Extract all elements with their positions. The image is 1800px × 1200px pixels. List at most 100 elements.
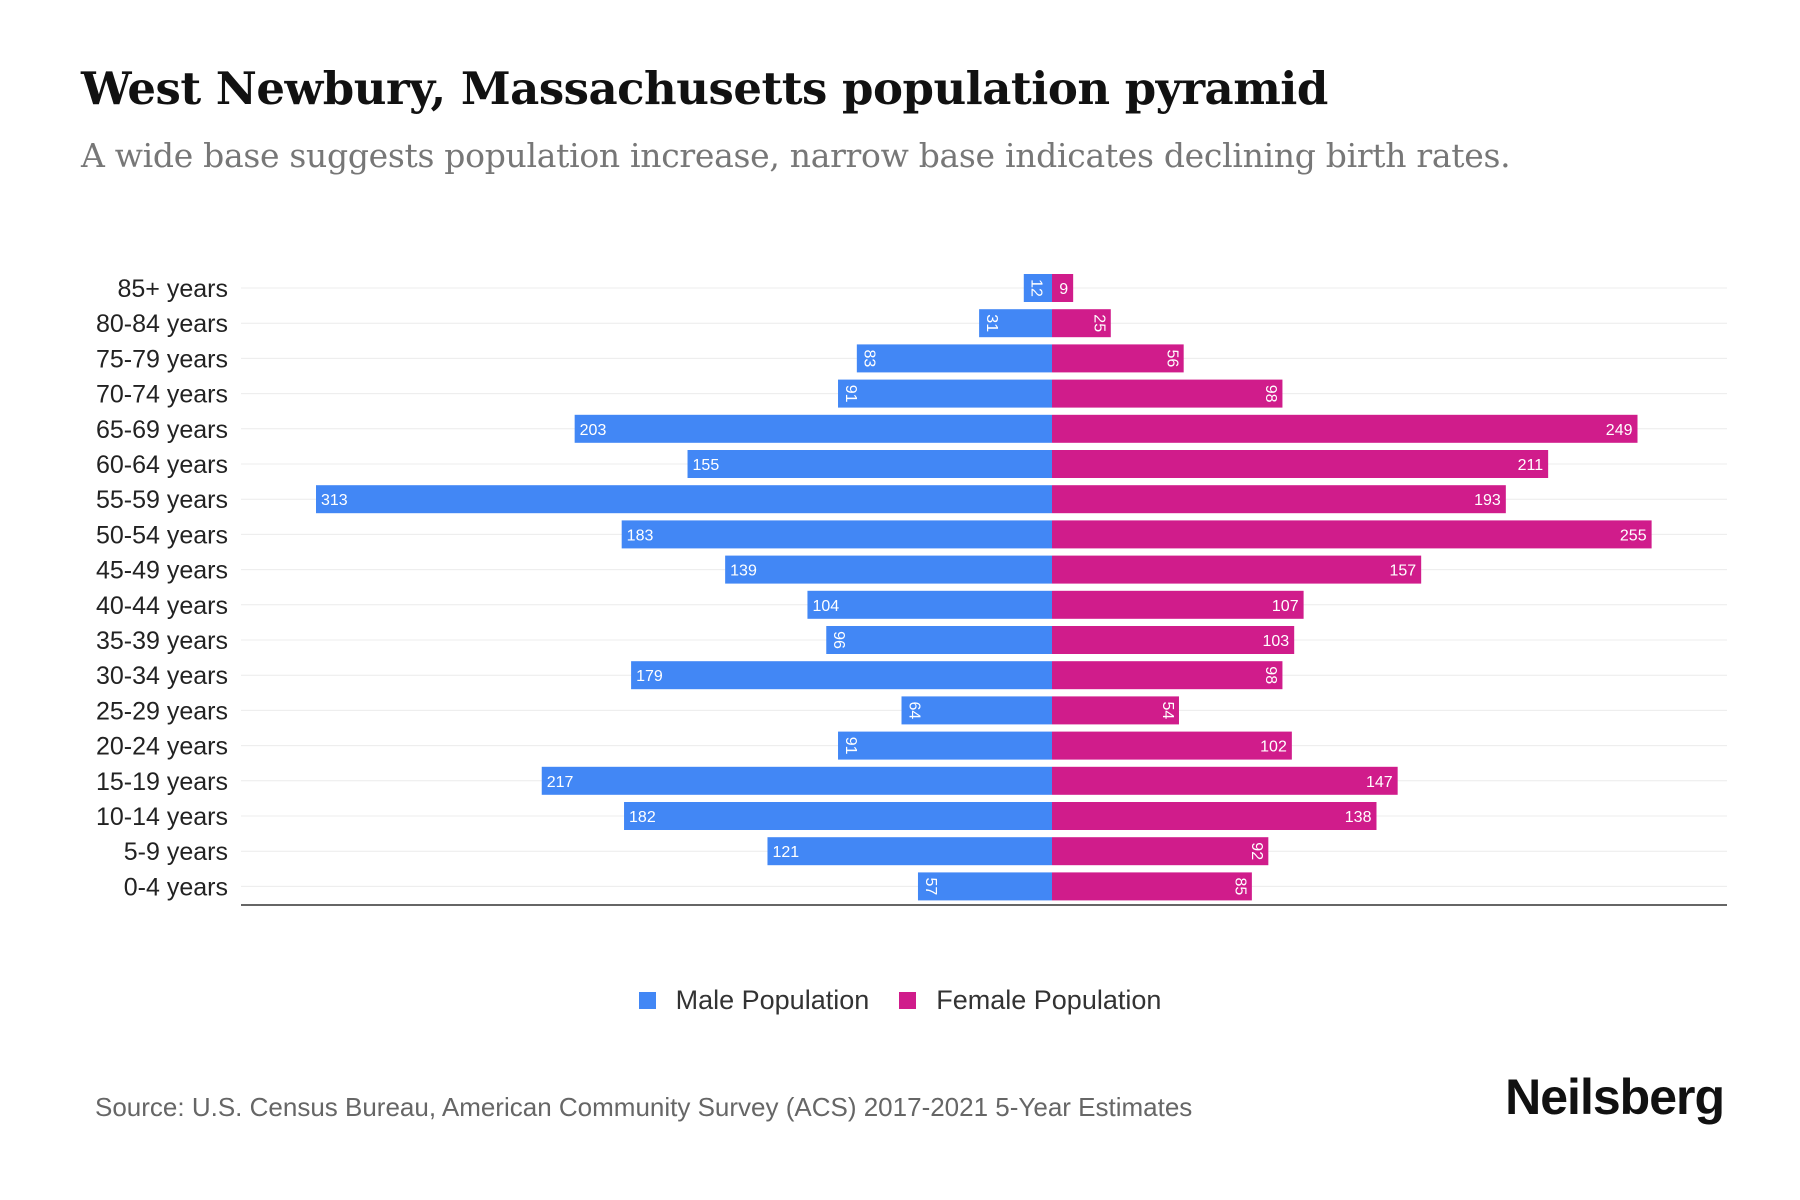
- y-tick-label: 55-59 years: [96, 486, 228, 514]
- y-tick-label: 85+ years: [118, 275, 229, 303]
- data-label-male: 217: [547, 774, 574, 791]
- bar-female: [1052, 590, 1304, 619]
- legend: Male Population Female Population: [0, 985, 1800, 1016]
- bar-male: [979, 309, 1052, 338]
- legend-item-male: Male Population: [638, 985, 870, 1016]
- data-label-male: 121: [772, 844, 799, 861]
- bar-male: [807, 590, 1052, 619]
- data-label-male: 64: [905, 702, 922, 720]
- bar-male: [826, 626, 1052, 654]
- data-label-female: 54: [1159, 702, 1176, 720]
- bar-female: [1052, 379, 1283, 408]
- y-tick-label: 50-54 years: [96, 521, 228, 549]
- chart-title: West Newbury, Massachusetts population p…: [81, 62, 1328, 115]
- legend-label-male: Male Population: [675, 985, 870, 1015]
- data-label-female: 56: [1163, 350, 1180, 368]
- data-label-female: 107: [1272, 598, 1299, 615]
- legend-swatch-male: [638, 992, 656, 1009]
- data-label-male: 203: [580, 422, 607, 439]
- brand-logo: Neilsberg: [1505, 1069, 1725, 1125]
- bar-male: [687, 450, 1052, 478]
- data-label-female: 157: [1389, 563, 1416, 580]
- bar-female: [1052, 485, 1506, 514]
- data-label-female: 193: [1474, 492, 1501, 509]
- data-label-female: 249: [1606, 422, 1633, 439]
- bar-female: [1052, 837, 1269, 866]
- data-label-female: 9: [1059, 281, 1068, 298]
- bar-female: [1052, 766, 1398, 795]
- data-label-female: 103: [1262, 633, 1289, 650]
- bar-male: [856, 344, 1052, 373]
- bar-male: [725, 555, 1052, 584]
- bar-male: [838, 379, 1052, 408]
- data-label-female: 102: [1260, 739, 1287, 756]
- bar-male: [917, 872, 1052, 901]
- y-tick-label: 75-79 years: [96, 345, 228, 373]
- y-tick-label: 35-39 years: [96, 627, 228, 655]
- data-label-male: 96: [830, 631, 847, 649]
- y-tick-label: 65-69 years: [96, 416, 228, 444]
- bar-female: [1052, 802, 1377, 830]
- y-tick-label: 5-9 years: [124, 838, 228, 866]
- data-label-male: 104: [812, 598, 839, 615]
- legend-item-female: Female Population: [899, 985, 1161, 1016]
- data-label-female: 98: [1262, 666, 1279, 684]
- y-tick-label: 30-34 years: [96, 662, 228, 690]
- data-label-male: 139: [730, 563, 757, 580]
- bar-female: [1052, 696, 1179, 725]
- legend-swatch-female: [899, 992, 917, 1009]
- data-label-male: 183: [627, 527, 654, 544]
- bar-male: [901, 696, 1052, 725]
- bar-male: [574, 414, 1052, 443]
- data-label-female: 98: [1262, 385, 1279, 403]
- data-label-female: 85: [1232, 878, 1249, 896]
- data-label-male: 182: [629, 809, 656, 826]
- legend-label-female: Female Population: [936, 985, 1162, 1015]
- y-tick-label: 60-64 years: [96, 451, 228, 479]
- bar-female: [1052, 555, 1422, 584]
- data-label-female: 138: [1345, 809, 1372, 826]
- data-label-female: 25: [1091, 314, 1108, 332]
- bar-female: [1052, 274, 1074, 302]
- data-label-male: 31: [983, 314, 1000, 332]
- bar-male: [1023, 274, 1052, 302]
- bar-male: [838, 731, 1052, 760]
- bar-female: [1052, 414, 1638, 443]
- data-label-male: 83: [861, 350, 878, 368]
- population-pyramid-chart: 85+ years 12 9 80-84 years 31 25 75-79 years 83…: [96, 274, 1727, 906]
- bar-female: [1052, 872, 1252, 901]
- bar-male: [621, 520, 1052, 549]
- bar-female: [1052, 520, 1652, 549]
- data-label-male: 91: [842, 737, 859, 755]
- bar-female: [1052, 731, 1292, 760]
- chart-subtitle: A wide base suggests population increase…: [81, 136, 1511, 175]
- bar-female: [1052, 626, 1295, 654]
- y-tick-label: 70-74 years: [96, 381, 228, 409]
- data-label-female: 255: [1620, 527, 1647, 544]
- bar-female: [1052, 450, 1549, 478]
- y-tick-label: 40-44 years: [96, 592, 228, 620]
- y-tick-label: 0-4 years: [124, 873, 228, 901]
- data-label-female: 147: [1366, 774, 1393, 791]
- data-label-female: 92: [1248, 842, 1265, 860]
- bar-female: [1052, 661, 1283, 690]
- data-label-male: 313: [321, 492, 348, 509]
- data-label-male: 12: [1028, 279, 1045, 297]
- y-tick-label: 80-84 years: [96, 310, 228, 338]
- source-note: Source: U.S. Census Bureau, American Com…: [95, 1092, 1193, 1122]
- data-label-male: 91: [842, 385, 859, 403]
- bar-male: [631, 661, 1052, 690]
- data-label-female: 211: [1518, 457, 1544, 474]
- data-label-male: 57: [922, 878, 939, 896]
- y-tick-label: 10-14 years: [96, 803, 228, 831]
- bar-male: [316, 485, 1052, 514]
- y-tick-label: 45-49 years: [96, 557, 228, 585]
- data-label-male: 155: [693, 457, 720, 474]
- bar-female: [1052, 309, 1111, 338]
- y-tick-label: 20-24 years: [96, 733, 228, 761]
- y-tick-label: 15-19 years: [96, 768, 228, 796]
- bar-male: [624, 802, 1052, 830]
- data-label-male: 179: [636, 668, 663, 685]
- bar-male: [541, 766, 1052, 795]
- bar-male: [767, 837, 1052, 866]
